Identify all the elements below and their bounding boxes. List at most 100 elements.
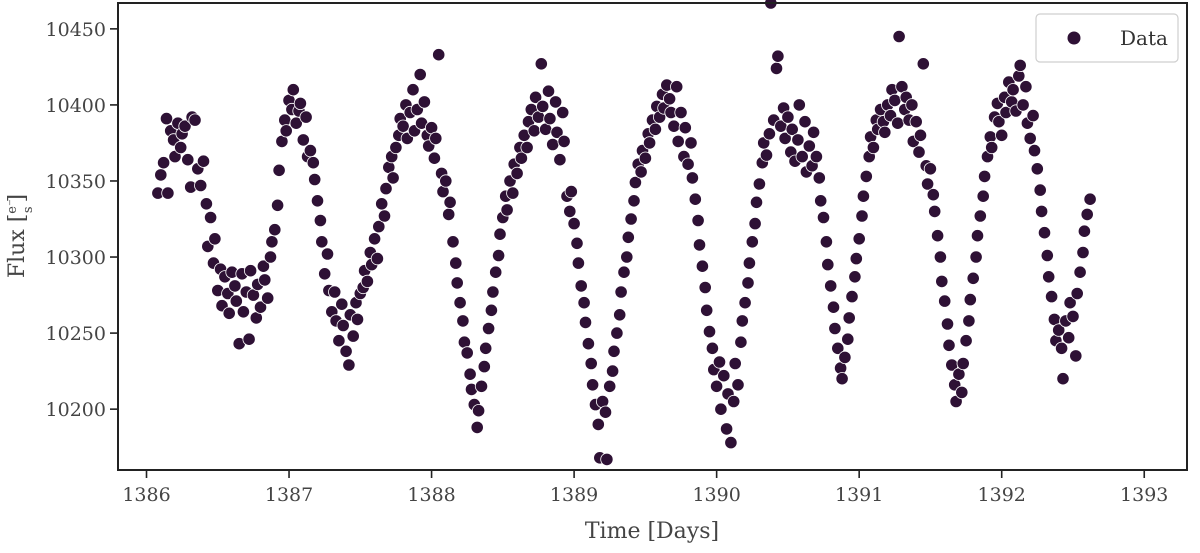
data-point <box>432 48 446 62</box>
data-point <box>389 140 403 155</box>
data-point <box>741 276 755 290</box>
data-point <box>648 122 663 136</box>
y-axis-label-prefix: Flux [ <box>5 214 30 278</box>
data-point <box>916 57 930 71</box>
data-point <box>256 259 270 273</box>
data-point <box>1076 245 1090 260</box>
data-point <box>489 265 503 279</box>
data-point <box>809 150 824 164</box>
data-point <box>477 359 491 374</box>
data-point <box>1066 309 1080 323</box>
data-point <box>962 314 976 328</box>
data-point <box>336 318 350 333</box>
y-tick-label: 10250 <box>46 323 106 345</box>
data-point <box>574 279 588 293</box>
data-point <box>463 367 477 381</box>
data-point <box>959 334 973 348</box>
data-point <box>1026 109 1040 123</box>
y-axis-label-denominator: s <box>21 206 36 213</box>
data-point <box>570 236 584 250</box>
data-point <box>938 294 952 308</box>
data-point <box>553 153 567 167</box>
data-point <box>742 256 757 270</box>
data-point <box>778 131 792 145</box>
data-point <box>1056 372 1070 386</box>
data-point <box>253 300 268 314</box>
data-point <box>905 98 919 112</box>
data-point <box>427 151 441 165</box>
data-points <box>151 0 1097 466</box>
data-point <box>471 404 486 418</box>
data-point <box>603 379 617 393</box>
data-point <box>310 194 325 208</box>
data-point <box>667 119 681 133</box>
x-tick-label: 1393 <box>1120 484 1168 506</box>
legend: Data <box>1035 13 1179 63</box>
data-point <box>909 115 923 129</box>
x-tick-label: 1391 <box>835 484 883 506</box>
y-axis-label: Flux [e⁻s] <box>5 194 36 278</box>
data-point <box>674 105 688 120</box>
data-point <box>628 175 643 190</box>
data-point <box>698 280 712 295</box>
y-tick-label: 10300 <box>46 247 106 269</box>
data-point <box>581 337 596 351</box>
data-point <box>838 350 852 364</box>
data-point <box>204 210 218 225</box>
data-point <box>1030 162 1044 176</box>
data-point <box>293 96 307 111</box>
data-point <box>848 270 862 284</box>
data-point <box>460 346 474 360</box>
data-point <box>795 150 809 164</box>
data-point <box>236 305 250 319</box>
data-point <box>536 99 550 114</box>
data-point <box>370 252 384 266</box>
data-point <box>745 235 759 249</box>
x-axis-ticks: 1386 1387 1388 1389 1390 1391 1392 1393 <box>122 470 1168 506</box>
data-point <box>263 250 278 264</box>
data-point <box>973 209 987 223</box>
data-point <box>734 335 748 349</box>
data-point <box>714 402 728 416</box>
data-point <box>1063 296 1077 310</box>
data-point <box>705 341 720 355</box>
data-point <box>372 220 386 234</box>
data-point <box>764 0 778 10</box>
data-point <box>159 112 174 126</box>
data-point <box>1083 192 1097 206</box>
data-point <box>439 174 453 188</box>
data-point <box>346 329 360 343</box>
data-point <box>161 186 175 200</box>
data-point <box>614 285 628 299</box>
data-point <box>481 321 496 336</box>
x-tick-label: 1390 <box>692 484 740 506</box>
data-point <box>812 171 826 185</box>
data-point <box>670 80 684 94</box>
data-point <box>621 230 635 244</box>
data-point <box>781 110 795 124</box>
y-axis-label-suffix: ] <box>5 194 30 203</box>
data-point <box>702 324 717 339</box>
data-point <box>1045 289 1059 304</box>
data-point <box>671 134 685 148</box>
data-point <box>842 311 856 325</box>
data-point <box>600 452 614 466</box>
data-point <box>985 140 999 155</box>
data-point <box>335 297 349 311</box>
data-point <box>396 119 410 133</box>
data-point <box>826 300 841 314</box>
data-point <box>299 110 313 124</box>
data-point <box>520 140 534 155</box>
data-point <box>571 256 586 270</box>
data-point <box>748 217 762 231</box>
data-point <box>792 98 806 112</box>
data-point <box>819 235 834 249</box>
data-point <box>563 204 577 218</box>
data-point <box>970 229 985 243</box>
data-point <box>350 312 365 326</box>
data-point <box>692 238 707 252</box>
data-point <box>891 116 905 130</box>
data-point <box>417 95 431 109</box>
data-point <box>841 332 855 346</box>
